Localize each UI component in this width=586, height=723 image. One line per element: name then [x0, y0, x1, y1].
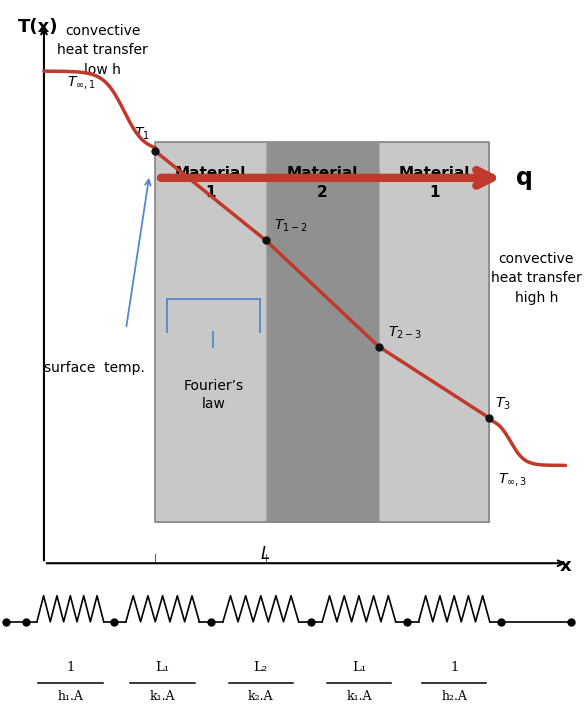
Bar: [155, 142, 265, 522]
Text: $T_{\infty,1}$: $T_{\infty,1}$: [67, 74, 96, 91]
Text: L₂: L₂: [254, 661, 268, 674]
Text: k₂.A: k₂.A: [248, 690, 274, 703]
Text: $T_3$: $T_3$: [495, 395, 511, 412]
Text: $T_{2-3}$: $T_{2-3}$: [388, 325, 422, 341]
Text: surface  temp.: surface temp.: [44, 361, 145, 375]
Bar: [155, 142, 489, 522]
Bar: [379, 142, 489, 522]
Text: $T_{\infty,3}$: $T_{\infty,3}$: [498, 471, 527, 488]
Bar: [265, 142, 379, 522]
Text: Fourier’s
law: Fourier’s law: [183, 380, 243, 411]
Text: T(x): T(x): [18, 18, 58, 35]
Text: k₁.A: k₁.A: [150, 690, 175, 703]
Text: Material
2: Material 2: [287, 166, 358, 200]
Text: h₁.A: h₁.A: [57, 690, 83, 703]
Text: 1: 1: [66, 661, 74, 674]
Text: Material
1: Material 1: [398, 166, 470, 200]
Text: $T_{1-2}$: $T_{1-2}$: [274, 218, 308, 234]
Text: L₁: L₁: [352, 661, 366, 674]
Text: L: L: [261, 545, 270, 563]
Text: q: q: [516, 166, 533, 190]
Text: 1: 1: [450, 661, 458, 674]
Text: $T_1$: $T_1$: [134, 126, 149, 142]
Text: k₁.A: k₁.A: [346, 690, 372, 703]
Text: L₁: L₁: [155, 661, 170, 674]
Text: x: x: [560, 557, 571, 575]
Text: convective
heat transfer
high h: convective heat transfer high h: [491, 252, 581, 305]
Text: Material
1: Material 1: [175, 166, 246, 200]
Text: convective
heat transfer
low h: convective heat transfer low h: [57, 24, 148, 77]
Text: h₂.A: h₂.A: [441, 690, 467, 703]
